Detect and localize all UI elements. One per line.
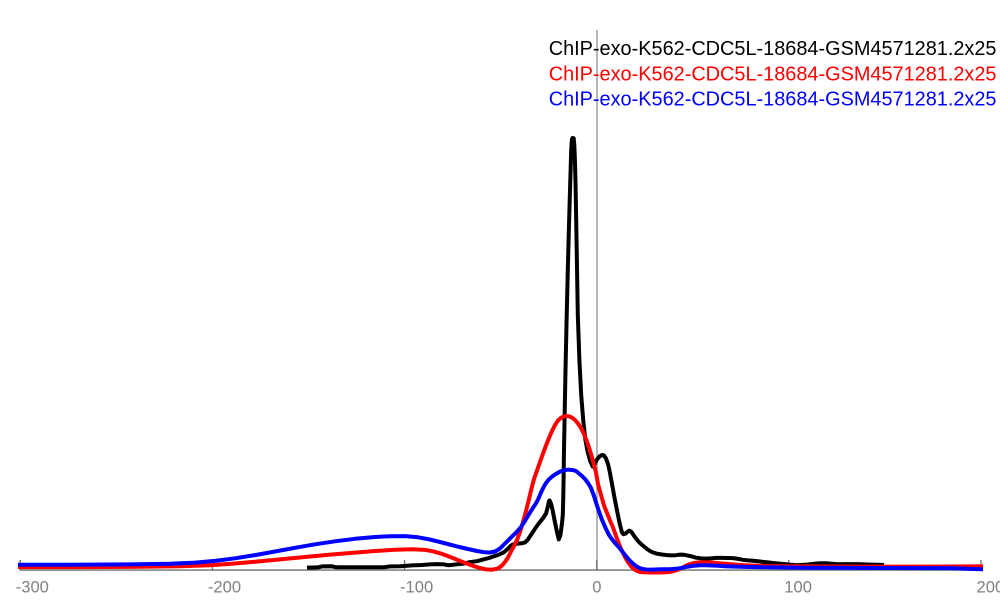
svg-text:-300: -300 [16,577,49,596]
svg-text:-200: -200 [208,577,241,596]
svg-text:ChIP-exo-K562-CDC5L-18684-GSM4: ChIP-exo-K562-CDC5L-18684-GSM4571281.2x2… [549,63,997,85]
svg-text:-100: -100 [400,577,433,596]
svg-text:0: 0 [592,577,601,596]
svg-text:ChIP-exo-K562-CDC5L-18684-GSM4: ChIP-exo-K562-CDC5L-18684-GSM4571281.2x2… [549,38,997,60]
svg-text:ChIP-exo-K562-CDC5L-18684-GSM4: ChIP-exo-K562-CDC5L-18684-GSM4571281.2x2… [549,89,997,111]
svg-text:200: 200 [977,577,1000,596]
svg-text:100: 100 [784,577,812,596]
